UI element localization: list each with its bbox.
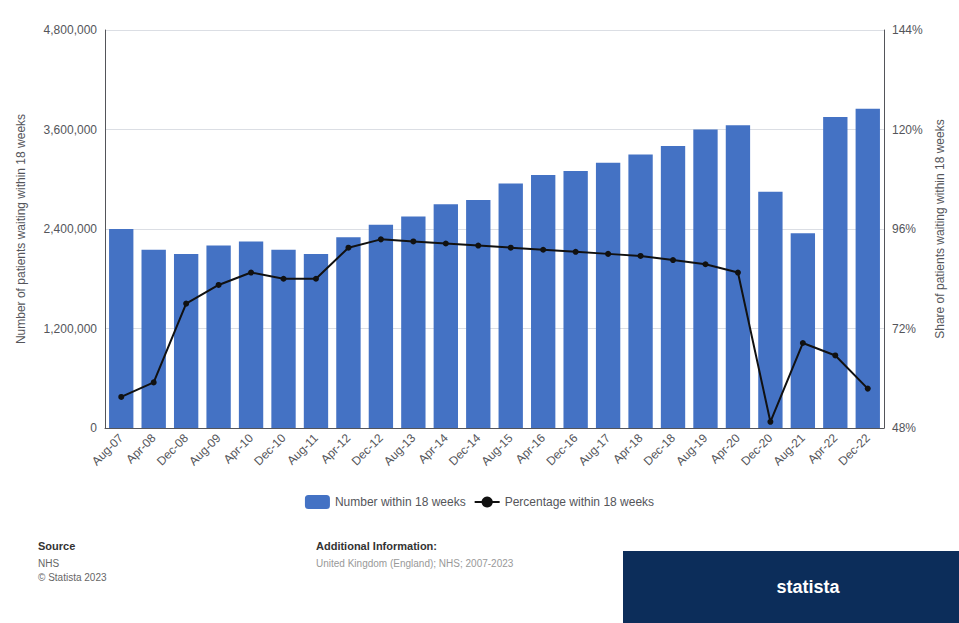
svg-text:Aug-15: Aug-15	[478, 431, 515, 468]
svg-text:Dec-16: Dec-16	[543, 431, 580, 468]
svg-text:Aug-13: Aug-13	[381, 431, 418, 468]
svg-text:3,600,000: 3,600,000	[44, 123, 98, 137]
svg-text:Dec-14: Dec-14	[446, 431, 483, 468]
svg-text:Dec-20: Dec-20	[738, 431, 775, 468]
svg-text:Additional Information:: Additional Information:	[316, 540, 437, 552]
svg-text:Number of patients waiting wit: Number of patients waiting within 18 wee…	[14, 114, 28, 344]
svg-text:Apr-18: Apr-18	[610, 431, 646, 467]
svg-text:Apr-22: Apr-22	[805, 431, 841, 467]
svg-text:Apr-08: Apr-08	[123, 431, 159, 467]
svg-text:144%: 144%	[892, 23, 923, 37]
svg-text:2,400,000: 2,400,000	[44, 222, 98, 236]
svg-text:Apr-20: Apr-20	[708, 431, 744, 467]
svg-text:120%: 120%	[892, 123, 923, 137]
svg-text:Aug-11: Aug-11	[284, 431, 321, 468]
svg-text:Dec-10: Dec-10	[251, 431, 288, 468]
svg-text:statista: statista	[776, 577, 840, 597]
svg-text:Aug-07: Aug-07	[89, 431, 126, 468]
svg-text:Aug-17: Aug-17	[576, 431, 613, 468]
svg-text:Dec-12: Dec-12	[349, 431, 386, 468]
svg-text:72%: 72%	[892, 322, 916, 336]
svg-text:Apr-14: Apr-14	[415, 431, 451, 467]
svg-text:1,200,000: 1,200,000	[44, 322, 98, 336]
svg-text:Apr-12: Apr-12	[318, 431, 354, 467]
svg-text:Aug-19: Aug-19	[673, 431, 710, 468]
svg-text:Number within 18 weeks: Number within 18 weeks	[335, 495, 466, 509]
svg-text:© Statista 2023: © Statista 2023	[38, 572, 107, 583]
svg-text:Dec-18: Dec-18	[641, 431, 678, 468]
svg-text:Apr-10: Apr-10	[221, 431, 257, 467]
svg-text:Aug-21: Aug-21	[771, 431, 808, 468]
svg-text:Share of patients waiting with: Share of patients waiting within 18 week…	[933, 119, 947, 338]
svg-text:NHS: NHS	[38, 558, 59, 569]
svg-text:48%: 48%	[892, 421, 916, 435]
svg-text:Aug-09: Aug-09	[186, 431, 223, 468]
svg-text:4,800,000: 4,800,000	[44, 23, 98, 37]
svg-text:Source: Source	[38, 540, 75, 552]
svg-text:Dec-08: Dec-08	[154, 431, 191, 468]
svg-text:0: 0	[90, 421, 97, 435]
svg-text:Dec-22: Dec-22	[835, 431, 872, 468]
svg-text:United Kingdom (England); NHS;: United Kingdom (England); NHS; 2007-2023	[316, 558, 514, 569]
svg-text:Apr-16: Apr-16	[513, 431, 549, 467]
svg-text:Percentage within 18 weeks: Percentage within 18 weeks	[505, 495, 654, 509]
svg-text:96%: 96%	[892, 222, 916, 236]
